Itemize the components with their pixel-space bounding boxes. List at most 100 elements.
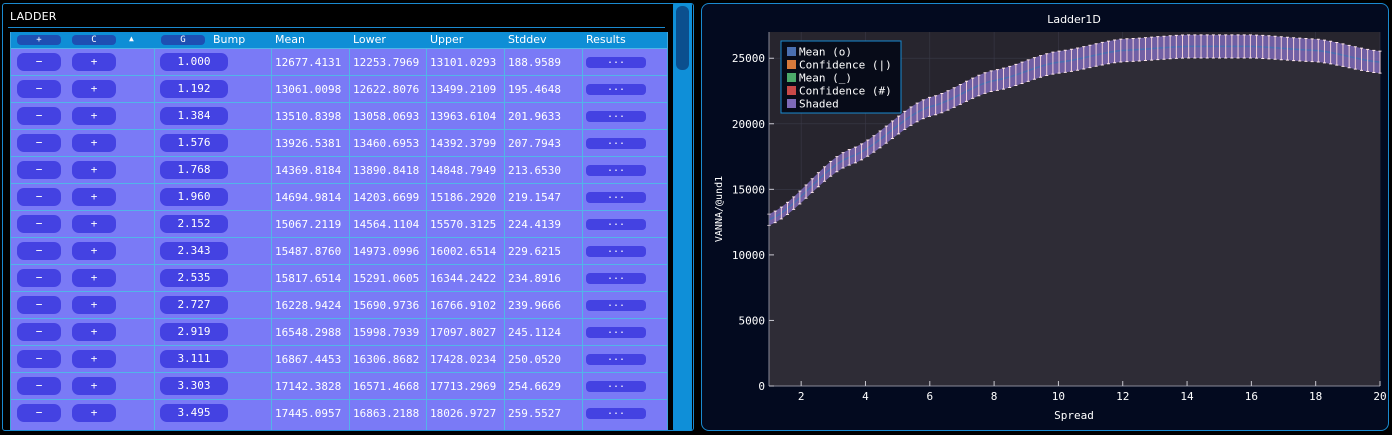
stddev-cell: 219.1547 [508,191,561,204]
ladder-title-divider [8,27,665,28]
bump-value-button[interactable]: 2.152 [160,215,228,233]
decrement-button[interactable]: − [17,215,61,233]
column-header-mean[interactable]: Mean [275,33,305,46]
bump-value-button[interactable]: 3.111 [160,350,228,368]
increment-button[interactable]: + [72,377,116,395]
column-header-stddev[interactable]: Stddev [508,33,547,46]
results-button[interactable]: ... [586,110,646,122]
increment-button[interactable]: + [72,161,116,179]
bump-value-button[interactable]: 1.960 [160,188,228,206]
increment-button[interactable]: + [72,296,116,314]
lower-cell: 14203.6699 [353,191,420,204]
decrement-button[interactable]: − [17,134,61,152]
add-row-button[interactable]: + [17,35,61,45]
increment-button[interactable]: + [72,404,116,422]
lower-cell: 14973.0996 [353,245,420,258]
decrement-button[interactable]: − [17,188,61,206]
increment-button[interactable]: + [72,188,116,206]
bump-value-button[interactable]: 2.919 [160,323,228,341]
results-button[interactable]: ... [586,83,646,95]
decrement-button[interactable]: − [17,377,61,395]
bump-value-button[interactable]: 2.727 [160,296,228,314]
x-tick-label: 8 [991,390,998,403]
lower-cell: 15690.9736 [353,299,420,312]
results-button[interactable]: ... [586,164,646,176]
column-header-bump[interactable]: Bump [213,33,246,46]
mean-cell: 15487.8760 [275,245,342,258]
mean-cell: 16867.4453 [275,353,342,366]
bump-value-button[interactable]: 1.000 [160,53,228,71]
results-button[interactable]: ... [586,272,646,284]
y-tick-label: 10000 [732,249,765,262]
shaded-area [769,46,1380,387]
bump-value-button[interactable]: 2.343 [160,242,228,260]
lower-cell: 12253.7969 [353,56,420,69]
results-button[interactable]: ... [586,191,646,203]
group-button[interactable]: G [161,35,205,45]
lower-cell: 12622.8076 [353,83,420,96]
mean-cell: 16228.9424 [275,299,342,312]
increment-button[interactable]: + [72,107,116,125]
legend-entry-label: Mean (o) [799,46,852,59]
decrement-button[interactable]: − [17,80,61,98]
decrement-button[interactable]: − [17,242,61,260]
upper-cell: 14848.7949 [430,164,497,177]
results-button[interactable]: ... [586,353,646,365]
results-button[interactable]: ... [586,326,646,338]
upper-cell: 13963.6104 [430,110,497,123]
table-row: − +2.152 15067.2119 14564.1104 15570.3125 224… [11,210,667,237]
results-button[interactable]: ... [586,407,646,419]
clear-button[interactable]: C [72,35,116,45]
increment-button[interactable]: + [72,215,116,233]
results-button[interactable]: ... [586,380,646,392]
table-scrollbar[interactable] [673,3,692,431]
decrement-button[interactable]: − [17,350,61,368]
results-button[interactable]: ... [586,299,646,311]
chart-legend[interactable]: Mean (o)Confidence (|)Mean (_)Confidence… [780,40,902,114]
column-header-results[interactable]: Results [586,33,626,46]
stddev-cell: 201.9633 [508,110,561,123]
decrement-button[interactable]: − [17,296,61,314]
decrement-button[interactable]: − [17,269,61,287]
increment-button[interactable]: + [72,323,116,341]
bump-value-button[interactable]: 3.303 [160,377,228,395]
decrement-button[interactable]: − [17,323,61,341]
results-button[interactable]: ... [586,137,646,149]
table-row: − +2.919 16548.2988 15998.7939 17097.8027 245… [11,318,667,345]
results-button[interactable]: ... [586,56,646,68]
upper-cell: 15186.2920 [430,191,497,204]
bump-value-button[interactable]: 3.495 [160,404,228,422]
results-button[interactable]: ... [586,245,646,257]
column-divider [426,48,427,430]
bump-value-button[interactable]: 2.535 [160,269,228,287]
increment-button[interactable]: + [72,53,116,71]
results-button[interactable]: ... [586,218,646,230]
decrement-button[interactable]: − [17,53,61,71]
table-row: − +2.535 15817.6514 15291.0605 16344.2422 234… [11,264,667,291]
increment-button[interactable]: + [72,80,116,98]
lower-cell: 13058.0693 [353,110,420,123]
bump-value-button[interactable]: 1.192 [160,80,228,98]
table-row: − +1.192 13061.0098 12622.8076 13499.2109 195… [11,75,667,102]
lower-cell: 15998.7939 [353,326,420,339]
bump-value-button[interactable]: 1.576 [160,134,228,152]
decrement-button[interactable]: − [17,161,61,179]
column-header-upper[interactable]: Upper [430,33,464,46]
upper-cell: 16766.9102 [430,299,497,312]
bump-value-button[interactable]: 1.384 [160,107,228,125]
sort-ascending-icon[interactable]: ▲ [129,34,134,43]
table-row: − +1.960 14694.9814 14203.6699 15186.2920 219… [11,183,667,210]
stddev-cell: 245.1124 [508,326,561,339]
increment-button[interactable]: + [72,242,116,260]
table-scrollbar-thumb[interactable] [676,6,689,70]
ladder1d-chart[interactable]: 2 4 6 8 10 12 14 16 18 20 0 5000 10000 15000 20000 2500… [702,4,1388,430]
decrement-button[interactable]: − [17,404,61,422]
bump-value-button[interactable]: 1.768 [160,161,228,179]
increment-button[interactable]: + [72,350,116,368]
column-header-lower[interactable]: Lower [353,33,386,46]
stddev-cell: 207.7943 [508,137,561,150]
increment-button[interactable]: + [72,269,116,287]
stddev-cell: 239.9666 [508,299,561,312]
decrement-button[interactable]: − [17,107,61,125]
increment-button[interactable]: + [72,134,116,152]
